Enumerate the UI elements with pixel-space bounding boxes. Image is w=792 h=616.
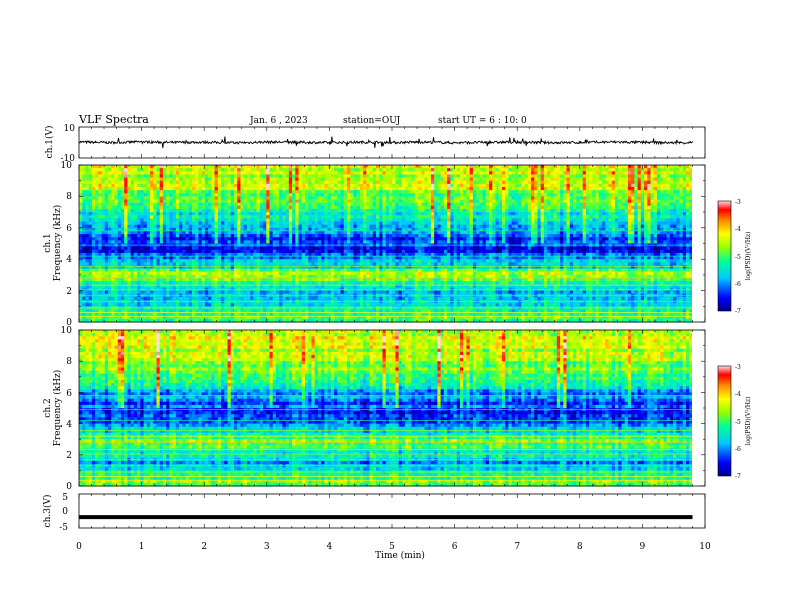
ch1-heatmap <box>79 165 693 323</box>
figure-title: VLF Spectra <box>78 113 149 126</box>
ch1-waveform-panel: 10 -10 ch.1(V) <box>44 124 705 164</box>
ch1-ylabel: ch.1(V) <box>44 126 55 159</box>
start-time-label: start UT = 6 : 10: 0 <box>438 116 527 126</box>
ch1-waveform-line <box>79 137 693 149</box>
station-label: station=OUJ <box>343 116 401 126</box>
ch1-ytick-top: 10 <box>64 124 76 134</box>
ch1-spectrogram-panel: 0 2 4 6 8 10 ch.1 Frequency (kHz) -3 -4 … <box>43 161 752 328</box>
date-label: Jan. 6 , 2023 <box>249 116 308 126</box>
ch1-trace <box>79 137 693 149</box>
